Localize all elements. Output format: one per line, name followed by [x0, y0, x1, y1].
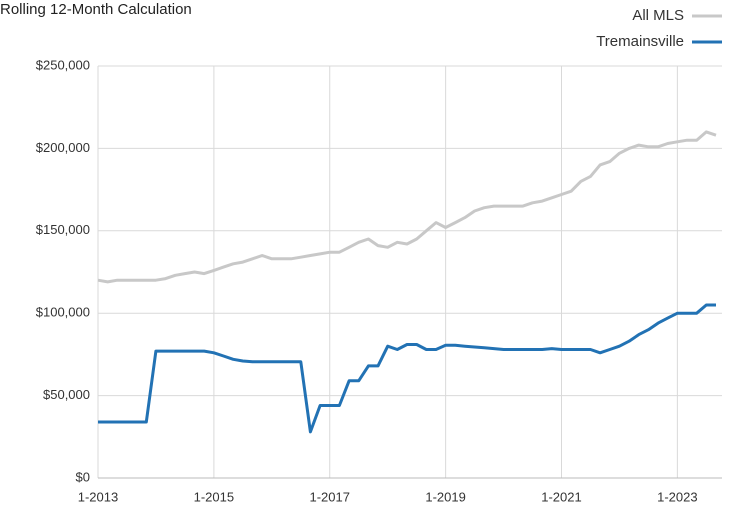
- y-tick-label: $0: [76, 469, 90, 484]
- series-line: [97, 130, 717, 284]
- y-tick-label: $250,000: [36, 57, 90, 72]
- x-tick-label: 1-2017: [310, 489, 350, 504]
- x-tick-label: 1-2021: [541, 489, 581, 504]
- y-tick-label: $150,000: [36, 222, 90, 237]
- x-tick-label: 1-2015: [194, 489, 234, 504]
- y-tick-label: $200,000: [36, 140, 90, 155]
- legend-label: All MLS: [632, 7, 684, 24]
- y-tick-label: $50,000: [43, 387, 90, 402]
- x-tick-label: 1-2019: [425, 489, 465, 504]
- y-tick-label: $100,000: [36, 305, 90, 320]
- x-tick-label: 1-2013: [78, 489, 118, 504]
- series-line: [98, 303, 716, 434]
- chart-title: Rolling 12-Month Calculation: [0, 1, 192, 18]
- legend-label: Tremainsville: [596, 33, 684, 50]
- x-tick-label: 1-2023: [657, 489, 697, 504]
